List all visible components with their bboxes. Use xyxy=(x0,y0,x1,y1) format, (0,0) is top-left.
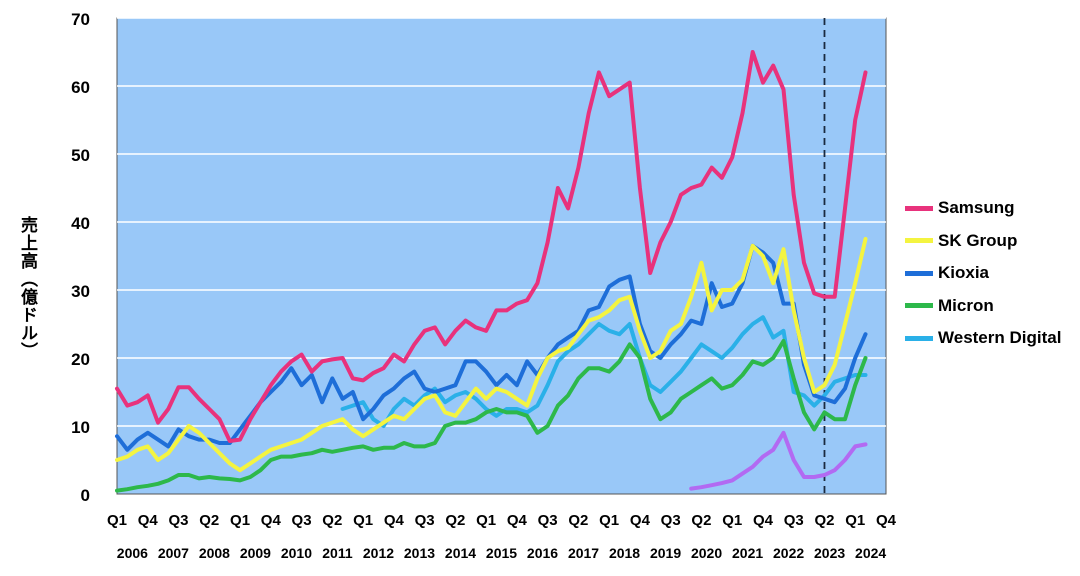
x-year-label: 2021 xyxy=(732,545,763,561)
x-tick-label: Q3 xyxy=(169,512,189,529)
x-year-label: 2011 xyxy=(322,545,353,561)
legend-swatch xyxy=(905,303,933,309)
x-tick-label: Q2 xyxy=(568,512,588,529)
x-tick-label: Q1 xyxy=(599,512,619,529)
x-tick-label: Q3 xyxy=(415,512,435,529)
y-tick-label: 30 xyxy=(71,282,90,301)
y-tick-label: 10 xyxy=(71,418,90,437)
x-tick-label: Q4 xyxy=(261,512,282,529)
x-tick-label: Q1 xyxy=(230,512,250,529)
x-tick-label: Q3 xyxy=(538,512,558,529)
x-year-label: 2012 xyxy=(363,545,394,561)
x-year-label: 2023 xyxy=(814,545,845,561)
legend-swatch xyxy=(905,335,933,341)
legend-item: Kioxia xyxy=(905,257,1061,290)
y-tick-label: 0 xyxy=(81,486,90,505)
legend-label: Samsung xyxy=(938,198,1015,218)
legend-swatch xyxy=(905,238,933,244)
x-tick-label: Q4 xyxy=(876,512,897,529)
x-year-label: 2019 xyxy=(650,545,681,561)
x-tick-label: Q3 xyxy=(661,512,681,529)
series-line-unlabeled-series-0 xyxy=(689,430,868,491)
legend-swatch xyxy=(905,205,933,211)
legend-label: Micron xyxy=(938,295,994,315)
x-year-label: 2017 xyxy=(568,545,599,561)
x-year-label: 2014 xyxy=(445,545,476,561)
x-tick-label: Q2 xyxy=(814,512,834,529)
legend-item: SK Group xyxy=(905,225,1061,258)
x-tick-label: Q1 xyxy=(722,512,742,529)
legend-item: Samsung xyxy=(905,192,1061,225)
x-tick-label: Q4 xyxy=(753,512,774,529)
x-year-label: 2018 xyxy=(609,545,640,561)
series-line-micron xyxy=(115,339,868,493)
legend: Samsung SK Group Kioxia Micron Western Digit… xyxy=(905,192,1061,355)
legend-label: Kioxia xyxy=(938,263,990,283)
y-tick-label: 40 xyxy=(71,214,90,233)
legend-label: Western Digital xyxy=(938,328,1062,348)
x-year-label: 2020 xyxy=(691,545,722,561)
x-year-label: 2022 xyxy=(773,545,804,561)
y-axis-label: 売上高（億ドル） xyxy=(17,216,37,360)
x-year-label: 2024 xyxy=(855,545,886,561)
x-year-label: 2015 xyxy=(486,545,517,561)
legend-swatch xyxy=(905,270,933,276)
y-tick-label: 60 xyxy=(71,78,90,97)
series-line-kioxia xyxy=(115,243,868,452)
y-tick-label: 50 xyxy=(71,146,90,165)
x-tick-label: Q3 xyxy=(292,512,312,529)
series-line-samsung xyxy=(115,50,868,443)
x-tick-label: Q1 xyxy=(845,512,865,529)
x-tick-label: Q4 xyxy=(384,512,405,529)
x-tick-label: Q4 xyxy=(138,512,159,529)
x-tick-label: Q1 xyxy=(476,512,496,529)
x-year-label: 2009 xyxy=(240,545,271,561)
x-tick-label: Q4 xyxy=(630,512,651,529)
x-tick-label: Q4 xyxy=(507,512,528,529)
y-tick-label: 20 xyxy=(71,350,90,369)
x-tick-label: Q2 xyxy=(445,512,465,529)
x-year-label: 2006 xyxy=(117,545,148,561)
x-year-label: 2008 xyxy=(199,545,230,561)
legend-label: SK Group xyxy=(938,230,1018,250)
x-year-label: 2013 xyxy=(404,545,435,561)
x-tick-label: Q1 xyxy=(107,512,127,529)
legend-item: Micron xyxy=(905,290,1061,323)
x-tick-label: Q2 xyxy=(322,512,342,529)
x-year-label: 2016 xyxy=(527,545,558,561)
y-tick-label: 70 xyxy=(71,10,90,29)
x-year-label: 2010 xyxy=(281,545,312,561)
x-tick-label: Q2 xyxy=(691,512,711,529)
x-year-label: 2007 xyxy=(158,545,189,561)
x-tick-label: Q3 xyxy=(784,512,804,529)
legend-item: Western Digital xyxy=(905,322,1061,355)
x-tick-label: Q1 xyxy=(353,512,373,529)
plot-area xyxy=(116,17,887,495)
x-tick-label: Q2 xyxy=(199,512,219,529)
series-line-sk-group xyxy=(115,237,868,473)
